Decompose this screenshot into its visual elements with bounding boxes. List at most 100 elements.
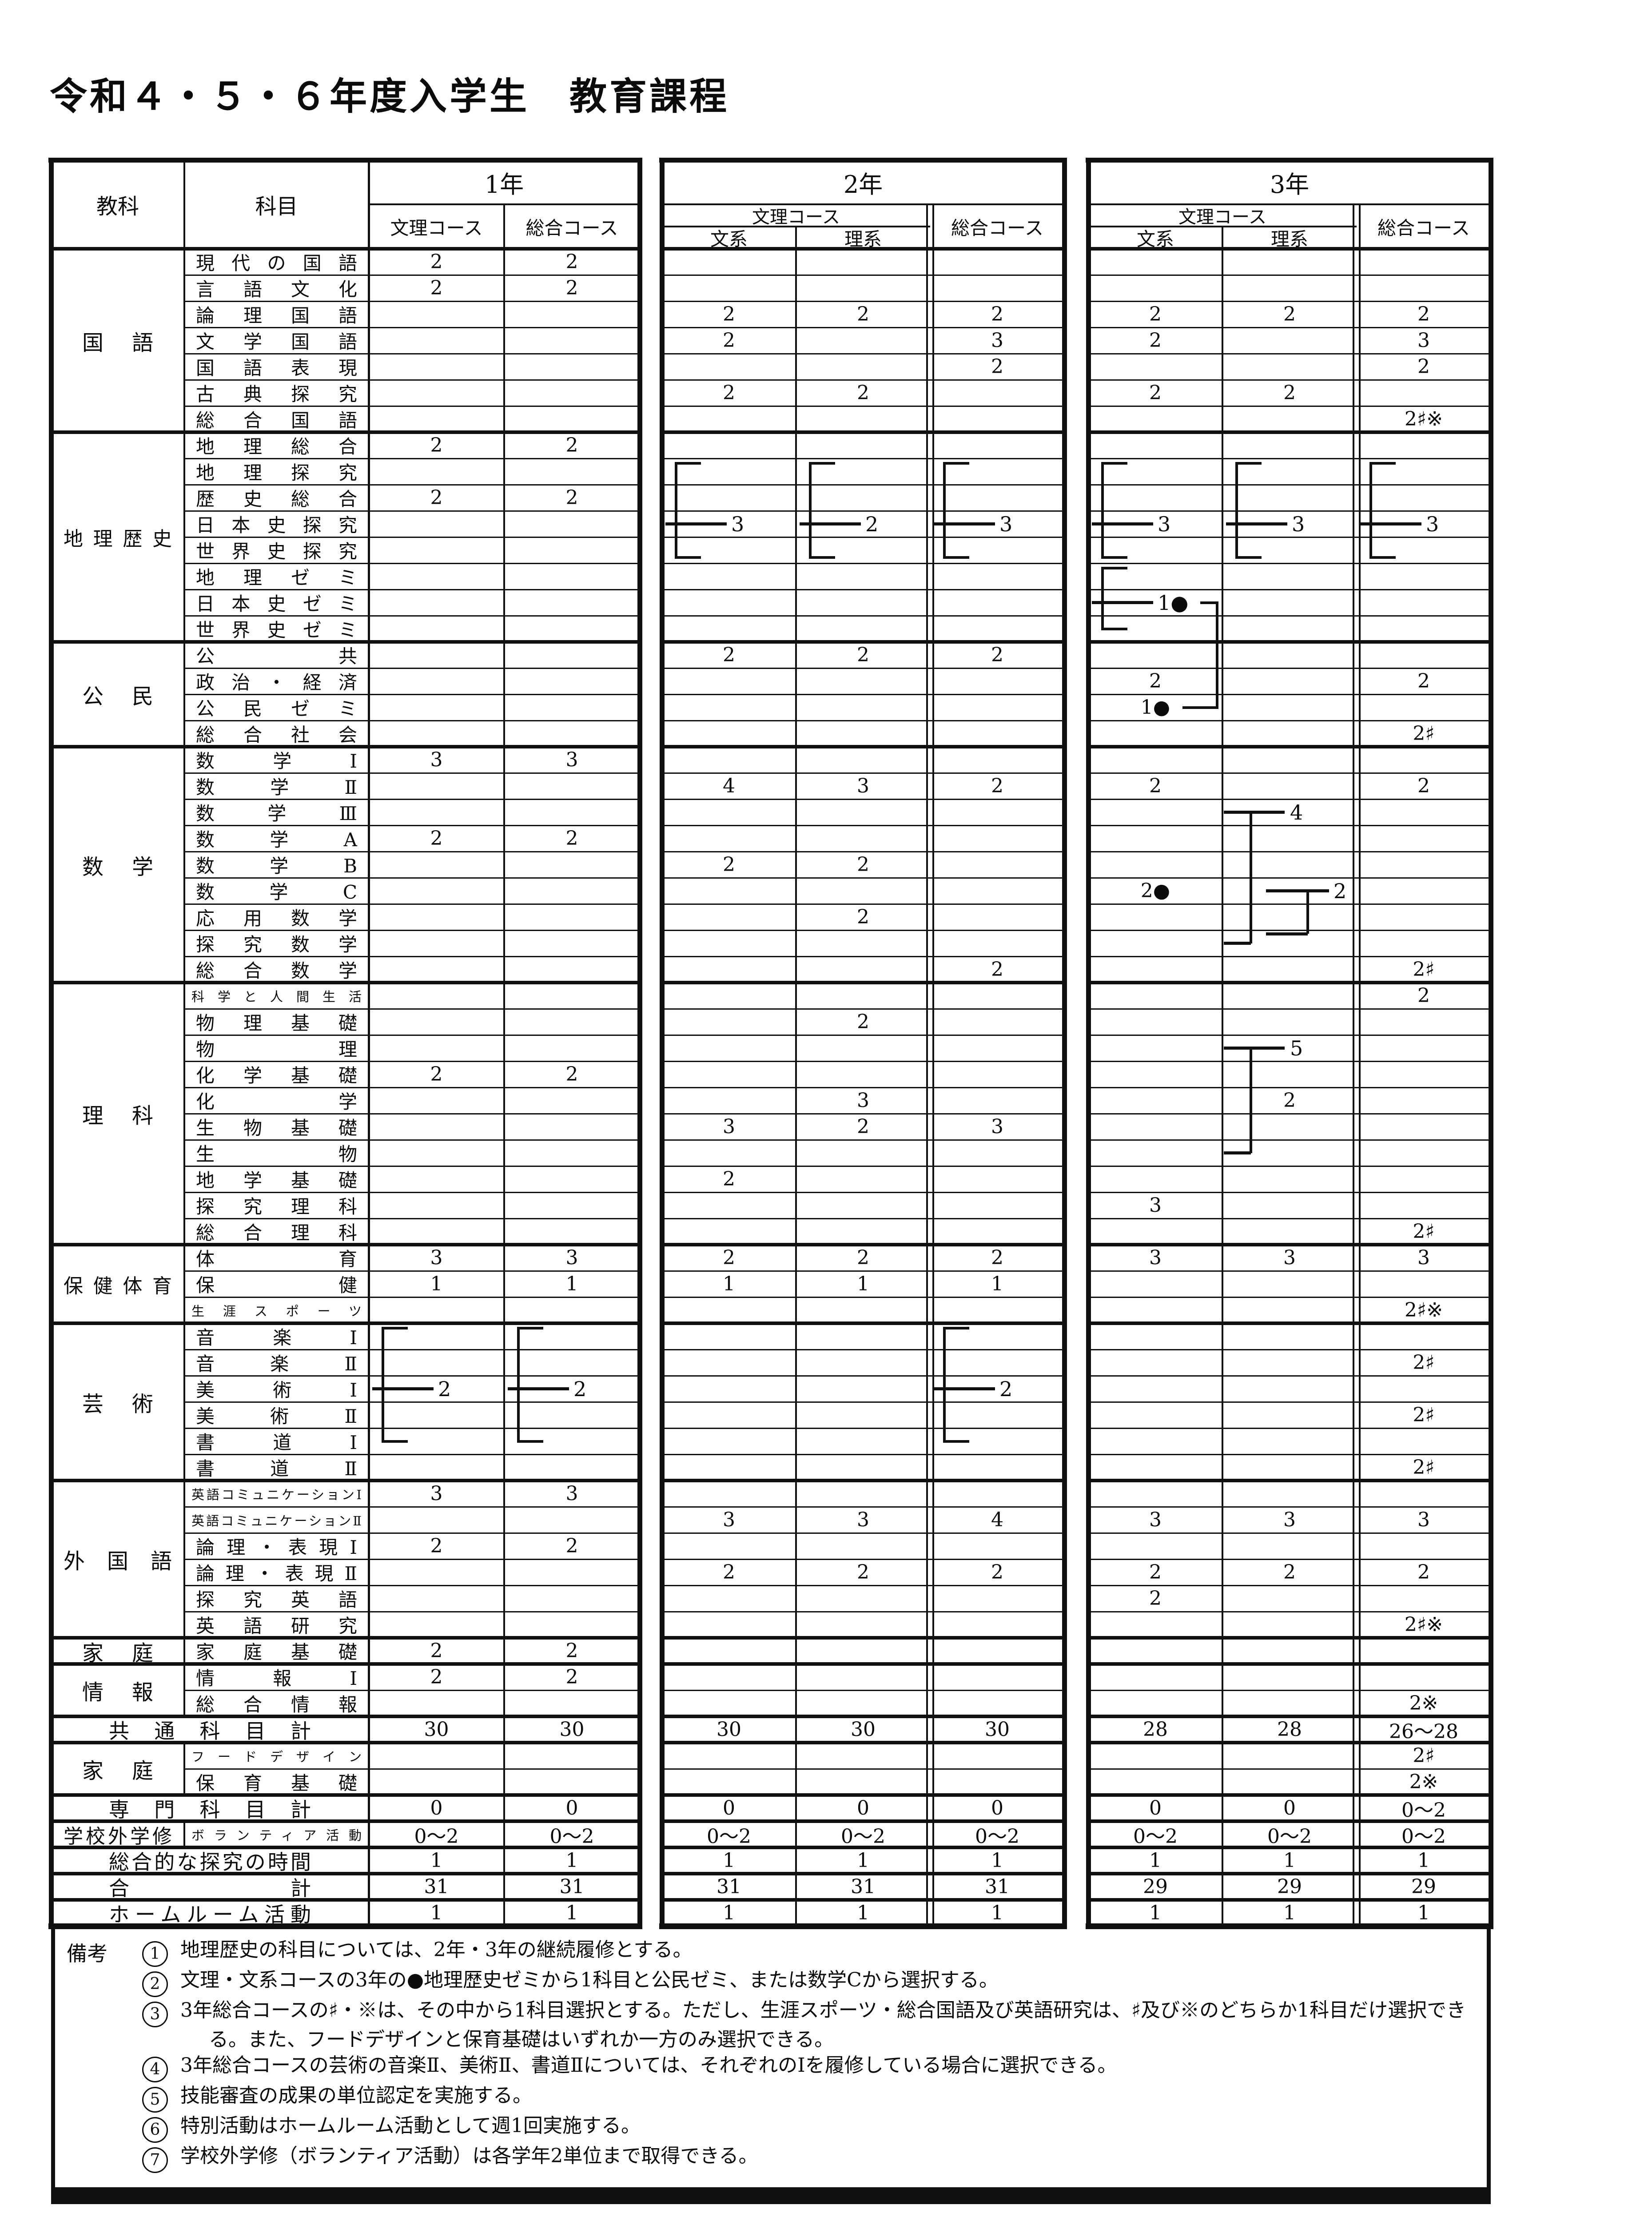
grid-line-horizontal <box>1088 640 1491 644</box>
grid-line-horizontal <box>1088 1375 1491 1377</box>
unit-cell: 4 <box>930 1507 1064 1533</box>
unit-cell: 2 <box>504 432 640 458</box>
header-y1-sogo-course-label: 総合コース <box>525 217 618 239</box>
subject-cell: 体育 <box>184 1245 369 1271</box>
grid-line-horizontal <box>51 745 640 748</box>
subject-cell: 書道Ⅰ <box>184 1428 369 1454</box>
unit-cell-label: 2♯※ <box>1404 1613 1443 1636</box>
header-y1-bunri-course-label: 文理コース <box>390 217 483 239</box>
unit-cell: 2 <box>662 301 796 327</box>
unit-cell-label: 1 <box>723 1849 735 1872</box>
grid-line-horizontal <box>51 1321 640 1325</box>
unit-cell-label: 28 <box>1277 1718 1302 1741</box>
grid-line-horizontal <box>1088 1898 1491 1902</box>
header-bottom-line <box>51 247 640 251</box>
grid-line-horizontal <box>1088 405 1491 407</box>
grid-line-horizontal <box>662 510 1064 512</box>
subject-cell: 数学A <box>184 825 369 852</box>
grid-line-horizontal <box>662 1349 1064 1350</box>
grid-line-horizontal <box>662 693 1064 695</box>
grid-line-horizontal <box>184 1611 640 1612</box>
unit-cell-label: 2 <box>565 827 578 850</box>
unit-cell: 2 <box>504 1664 640 1690</box>
unit-cell-label: 1 <box>857 1902 869 1924</box>
table-border-right <box>1488 158 1493 1929</box>
subject-area-cell-label: 保健体育 <box>64 1274 172 1298</box>
grid-line-horizontal <box>184 484 640 486</box>
header-bunri-course-label: 文理コース <box>752 207 840 227</box>
selection-bracket <box>943 1327 969 1329</box>
grid-line-horizontal <box>662 458 1064 459</box>
subject-cell-label: 書道Ⅱ <box>196 1458 357 1480</box>
remark-text: 技能審査の成果の単位認定を実施する。 <box>180 2084 532 2107</box>
remarks-items: 1 地理歴史の科目については、2年・3年の継続履修とする。 2 文理・文系コースの3年… <box>142 1938 1473 2174</box>
subject-cell-label: 数学Ⅲ <box>196 803 357 824</box>
unit-cell: 1 <box>1357 1900 1491 1926</box>
remark-text: 特別活動はホームルーム活動として週1回実施する。 <box>180 2114 641 2137</box>
selection-bracket <box>382 1327 408 1329</box>
unit-cell: 3 <box>504 1245 640 1271</box>
unit-cell: 3 <box>504 747 640 773</box>
unit-cell: 29 <box>1222 1874 1357 1900</box>
unit-cell: 1 <box>662 1271 796 1297</box>
subject-cell: 化学基礎 <box>184 1061 369 1087</box>
unit-cell-label: 3 <box>565 748 578 771</box>
subject-cell-label: 生物基礎 <box>196 1117 357 1139</box>
unit-cell-label: 3 <box>723 1509 735 1531</box>
grid-line-horizontal <box>1088 1479 1491 1482</box>
unit-cell-label: 2 <box>723 853 735 876</box>
subject-cell-label: 生涯スポーツ <box>191 1303 362 1319</box>
subject-cell-label: 世界史探究 <box>196 541 357 562</box>
selection-bracket-tick <box>1226 522 1287 525</box>
bracket-label: 2 <box>999 1377 1013 1401</box>
header-y1-sogo-course: 総合コース <box>504 204 640 249</box>
grid-line-horizontal <box>51 1662 640 1666</box>
unit-cell: 2 <box>504 1533 640 1559</box>
bracket-label: 2 <box>438 1377 451 1401</box>
grid-line-horizontal <box>1088 1689 1491 1691</box>
unit-cell: 2 <box>504 275 640 301</box>
unit-cell-label: 2 <box>857 906 869 928</box>
unit-cell-label: 1 <box>723 1273 735 1295</box>
subject-cell-label: 家庭基礎 <box>196 1641 357 1663</box>
subject-cell-label: 音楽Ⅱ <box>196 1353 357 1375</box>
grid-line-horizontal <box>662 1401 1064 1403</box>
unit-cell: 2 <box>662 1245 796 1271</box>
unit-cell-label: 2♯ <box>1413 1404 1435 1426</box>
grid-line-horizontal <box>184 1401 640 1403</box>
unit-cell-label: 0～2 <box>1401 1799 1446 1822</box>
unit-cell-label: 3 <box>1417 329 1430 352</box>
grid-line-horizontal <box>662 1715 1064 1718</box>
unit-cell-label: 2♯ <box>1413 722 1435 745</box>
subject-cell: 探究理科 <box>184 1192 369 1218</box>
unit-cell: 1 <box>369 1847 504 1874</box>
unit-cell: 2 <box>1088 380 1222 406</box>
header-stream-ri: 理系 <box>1222 227 1357 250</box>
unit-cell: 2 <box>369 1638 504 1664</box>
unit-cell: 31 <box>504 1874 640 1900</box>
grid-line-horizontal <box>1088 1349 1491 1350</box>
unit-cell-label: 31 <box>717 1875 741 1898</box>
header-stream-bun: 文系 <box>662 227 796 250</box>
unit-cell-label: 2 <box>565 251 578 273</box>
grid-line-horizontal <box>184 1296 640 1298</box>
grid-line-horizontal <box>51 1846 640 1849</box>
grid-line-horizontal <box>1088 1768 1491 1770</box>
selection-bracket <box>1235 556 1262 559</box>
unit-cell-label: 2 <box>565 1535 578 1557</box>
bracket-label: 3 <box>999 512 1013 536</box>
header-bottom-line <box>662 247 1064 251</box>
unit-cell-label: 2 <box>430 827 443 850</box>
selection-bracket <box>1101 628 1127 630</box>
selection-bracket <box>1224 942 1251 945</box>
unit-cell: 3 <box>796 773 930 799</box>
selection-bracket <box>943 556 969 559</box>
subject-cell-label: 公民ゼミ <box>196 698 357 720</box>
grid-line-horizontal <box>662 981 1064 984</box>
unit-cell: 3 <box>662 1114 796 1140</box>
selection-bracket-tick <box>372 1387 434 1390</box>
unit-cell-label: 1 <box>1149 1849 1162 1872</box>
subject-cell: 総合情報 <box>184 1690 369 1716</box>
subject-cell-label: 探究理科 <box>196 1196 357 1218</box>
table-border-right <box>637 158 642 1929</box>
